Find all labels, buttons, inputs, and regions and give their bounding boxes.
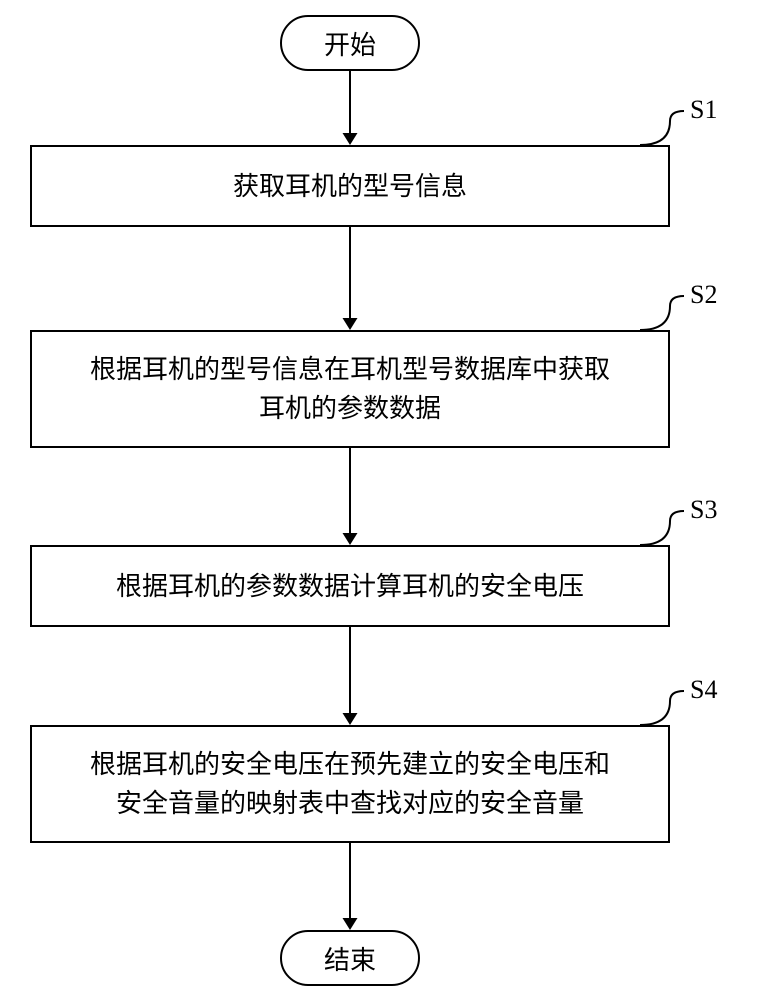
label-hook bbox=[0, 0, 757, 1000]
flowchart-canvas: 开始获取耳机的型号信息根据耳机的型号信息在耳机型号数据库中获取 耳机的参数数据根… bbox=[0, 0, 757, 1000]
step-label: S4 bbox=[690, 675, 717, 705]
